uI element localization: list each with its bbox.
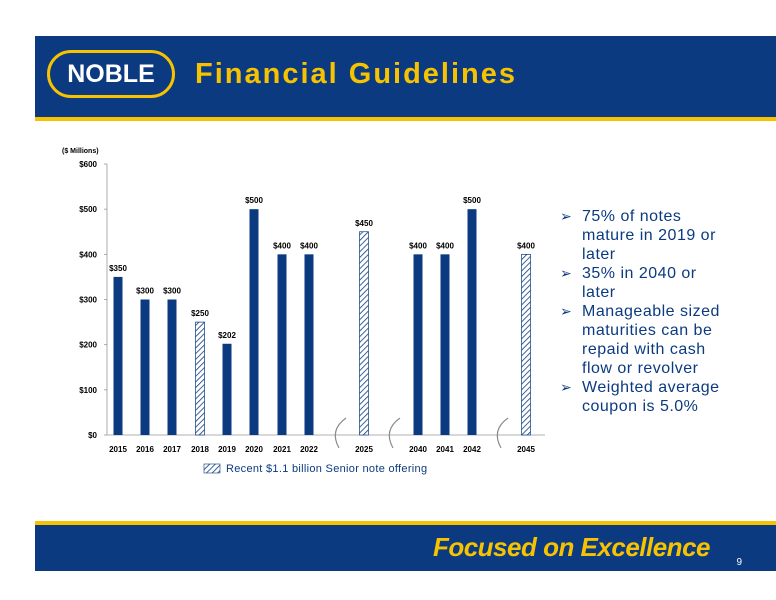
legend-swatch	[203, 463, 221, 474]
bar-2022	[304, 254, 314, 435]
data-label: $500	[463, 196, 481, 205]
bar-2015	[113, 276, 123, 435]
header-band: NOBLE Financial Guidelines	[35, 36, 776, 121]
bar-2021	[277, 254, 287, 435]
axis-break-mark	[334, 417, 347, 449]
bullet-text: Weighted average coupon is 5.0%	[582, 379, 720, 415]
bullet-item: ➢ Manageable sized maturities can be repa…	[560, 302, 730, 378]
bar-2040	[413, 254, 423, 435]
bar-2017	[167, 299, 177, 435]
x-tick-label: 2020	[245, 445, 263, 454]
bullet-text: 75% of notes mature in 2019 or later	[582, 208, 716, 263]
data-label: $400	[273, 241, 291, 250]
x-tick-label: 2019	[218, 445, 236, 454]
data-label: $400	[300, 241, 318, 250]
slide-title: Financial Guidelines	[195, 58, 518, 90]
x-tick-label: 2015	[109, 445, 127, 454]
arrow-bullet-icon: ➢	[560, 208, 573, 224]
y-tick-label: $300	[79, 296, 97, 305]
data-label: $400	[517, 241, 535, 250]
bullet-item: ➢ Weighted average coupon is 5.0%	[560, 378, 730, 416]
x-tick-label: 2040	[409, 445, 427, 454]
bullet-item: ➢ 75% of notes mature in 2019 or later	[560, 207, 730, 264]
data-label: $400	[409, 241, 427, 250]
data-label: $450	[355, 219, 373, 228]
axis-break-mark	[388, 417, 401, 449]
y-unit-label: ($ Millions)	[62, 148, 99, 155]
y-tick-label: $500	[79, 205, 97, 214]
bar-2020	[249, 209, 259, 435]
axis-break-mark	[496, 417, 509, 449]
x-tick-label: 2021	[273, 445, 291, 454]
arrow-bullet-icon: ➢	[560, 265, 573, 281]
bar-2018	[195, 321, 205, 436]
bar-2041	[440, 254, 450, 435]
x-tick-label: 2042	[463, 445, 481, 454]
footer-band: Focused on Excellence 9	[35, 521, 776, 571]
bar-2016	[140, 299, 150, 435]
bar-2025	[359, 231, 369, 436]
x-tick-label: 2041	[436, 445, 454, 454]
x-tick-label: 2017	[163, 445, 181, 454]
x-tick-label: 2016	[136, 445, 154, 454]
arrow-bullet-icon: ➢	[560, 303, 573, 319]
x-tick-label: 2022	[300, 445, 318, 454]
bar-2045	[521, 253, 531, 436]
y-tick-label: $200	[79, 341, 97, 350]
y-tick-label: $600	[79, 160, 97, 169]
arrow-bullet-icon: ➢	[560, 379, 573, 395]
data-label: $500	[245, 196, 263, 205]
y-tick-label: $400	[79, 250, 97, 259]
data-label: $250	[191, 309, 209, 318]
noble-logo: NOBLE	[47, 50, 175, 98]
x-tick-label: 2045	[517, 445, 535, 454]
x-tick-label: 2025	[355, 445, 373, 454]
y-tick-label: $0	[88, 431, 97, 440]
data-label: $202	[218, 331, 236, 340]
bullet-text: Manageable sized maturities can be repai…	[582, 303, 720, 377]
bullet-item: ➢ 35% in 2040 or later	[560, 264, 730, 302]
data-label: $300	[136, 287, 154, 296]
legend-label: Recent $1.1 billion Senior note offering	[226, 463, 427, 475]
bar-2042	[467, 209, 477, 435]
logo-text: NOBLE	[67, 59, 155, 88]
x-tick-label: 2018	[191, 445, 209, 454]
bar-2019	[222, 343, 232, 435]
bullet-list: ➢ 75% of notes mature in 2019 or later ➢ 35…	[560, 207, 730, 416]
y-tick-label: $100	[79, 386, 97, 395]
page-number: 9	[736, 557, 742, 568]
bullet-text: 35% in 2040 or later	[582, 265, 697, 301]
data-label: $400	[436, 241, 454, 250]
data-label: $300	[163, 287, 181, 296]
tagline: Focused on Excellence	[432, 532, 711, 562]
data-label: $350	[109, 264, 127, 273]
